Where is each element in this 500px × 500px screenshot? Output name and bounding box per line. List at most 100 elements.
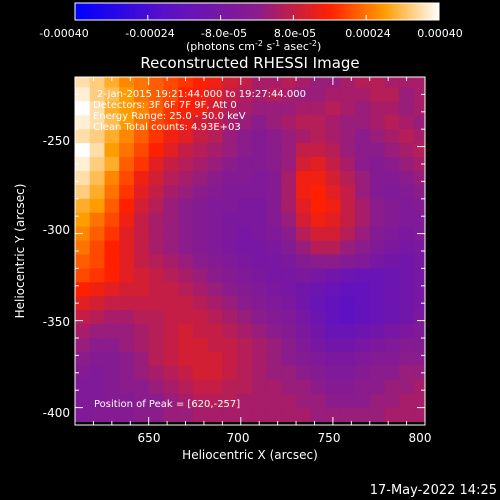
heatmap-cell (399, 129, 415, 144)
heatmap-cell (178, 212, 194, 228)
heatmap-cell (310, 351, 327, 367)
heatmap-cell (310, 157, 327, 172)
heatmap-cell (75, 407, 91, 423)
heatmap-cell (89, 129, 105, 144)
heatmap-cell (296, 143, 312, 158)
heatmap-cell (222, 143, 238, 158)
heatmap-cell (104, 296, 120, 311)
heatmap-cell (340, 101, 356, 116)
heatmap-cell (222, 77, 238, 88)
heatmap-cell (207, 365, 223, 381)
heatmap-cell (222, 338, 238, 353)
heatmap-cell (325, 282, 341, 297)
heatmap-cell (237, 170, 253, 186)
x-tick-label: 750 (318, 431, 341, 445)
heatmap-cell (369, 240, 385, 255)
heatmap-cell (266, 77, 282, 88)
heatmap-cell (413, 184, 426, 200)
heatmap-cell (119, 254, 135, 269)
heatmap-cell (237, 324, 253, 339)
heatmap-cell (104, 184, 120, 200)
heatmap-cell (207, 324, 223, 339)
heatmap-cell (207, 310, 223, 325)
heatmap-cell (192, 393, 209, 409)
heatmap-cell (119, 212, 135, 228)
heatmap-cell (384, 338, 400, 353)
heatmap-cell (104, 254, 120, 269)
heatmap-cell (163, 407, 179, 423)
heatmap-cell (163, 296, 179, 311)
heatmap-cell (325, 407, 341, 423)
heatmap-cell (75, 310, 91, 325)
heatmap-cell (413, 240, 426, 255)
heatmap-cell (222, 296, 238, 311)
heatmap-cell (369, 254, 385, 269)
heatmap-cell (384, 379, 400, 395)
heatmap-cell (89, 379, 105, 395)
heatmap-cell (104, 379, 120, 395)
heatmap-cell (178, 407, 194, 423)
heatmap-cell (325, 198, 341, 214)
heatmap-cell (133, 226, 150, 242)
heatmap-cell (119, 77, 135, 88)
heatmap-cell (296, 226, 312, 242)
heatmap-cell (104, 351, 120, 367)
heatmap-cell (310, 226, 327, 242)
heatmap-cell (340, 143, 356, 158)
heatmap-cell (207, 226, 223, 242)
x-tick-label: 800 (409, 431, 432, 445)
heatmap-cell (325, 365, 341, 381)
heatmap-cell (325, 240, 341, 255)
heatmap-cell (251, 351, 268, 367)
heatmap-cell (369, 393, 385, 409)
heatmap-cell (355, 310, 371, 325)
heatmap-cell (399, 407, 415, 423)
heatmap-cell (192, 310, 209, 325)
heatmap-cell (178, 77, 194, 88)
heatmap-cell (296, 351, 312, 367)
heatmap-cell (207, 254, 223, 269)
heatmap-cell (75, 296, 91, 311)
heatmap-cell (325, 143, 341, 158)
heatmap-cell (222, 226, 238, 242)
heatmap-cell (207, 379, 223, 395)
heatmap-cell (207, 240, 223, 255)
heatmap-cell (281, 296, 297, 311)
x-tick-label: 650 (138, 431, 161, 445)
heatmap-cell (281, 143, 297, 158)
heatmap-cell (325, 296, 341, 311)
heatmap-cell (325, 393, 341, 409)
heatmap-cell (207, 129, 223, 144)
annotation-time-range: 2-Jan-2015 19:21:44.000 to 19:27:44.000 (97, 89, 306, 100)
heatmap-cell (310, 129, 327, 144)
heatmap-cell (178, 101, 194, 116)
heatmap-cell (148, 254, 164, 269)
heatmap-cell (222, 129, 238, 144)
heatmap-cell (266, 393, 282, 409)
heatmap-cell (148, 393, 164, 409)
heatmap-cell (399, 198, 415, 214)
heatmap-cell (89, 184, 105, 200)
heatmap-cell (104, 226, 120, 242)
heatmap-cell (296, 365, 312, 381)
heatmap-cell (89, 351, 105, 367)
heatmap-cell (104, 268, 120, 283)
heatmap-cell (89, 365, 105, 381)
heatmap-cell (133, 407, 150, 423)
heatmap-cell (178, 268, 194, 283)
heatmap-cell (355, 268, 371, 283)
heatmap-cell (281, 268, 297, 283)
heatmap-cell (119, 226, 135, 242)
heatmap-cell (89, 268, 105, 283)
heatmap-cell (163, 101, 179, 116)
heatmap-cell (266, 407, 282, 423)
heatmap-cell (340, 77, 356, 88)
heatmap-cell (148, 170, 164, 186)
heatmap-cell (75, 101, 91, 116)
heatmap-cell (413, 351, 426, 367)
heatmap-cell (75, 282, 91, 297)
heatmap-cell (75, 77, 91, 88)
heatmap-cell (75, 365, 91, 381)
heatmap-cell (89, 324, 105, 339)
heatmap-cell (148, 198, 164, 214)
